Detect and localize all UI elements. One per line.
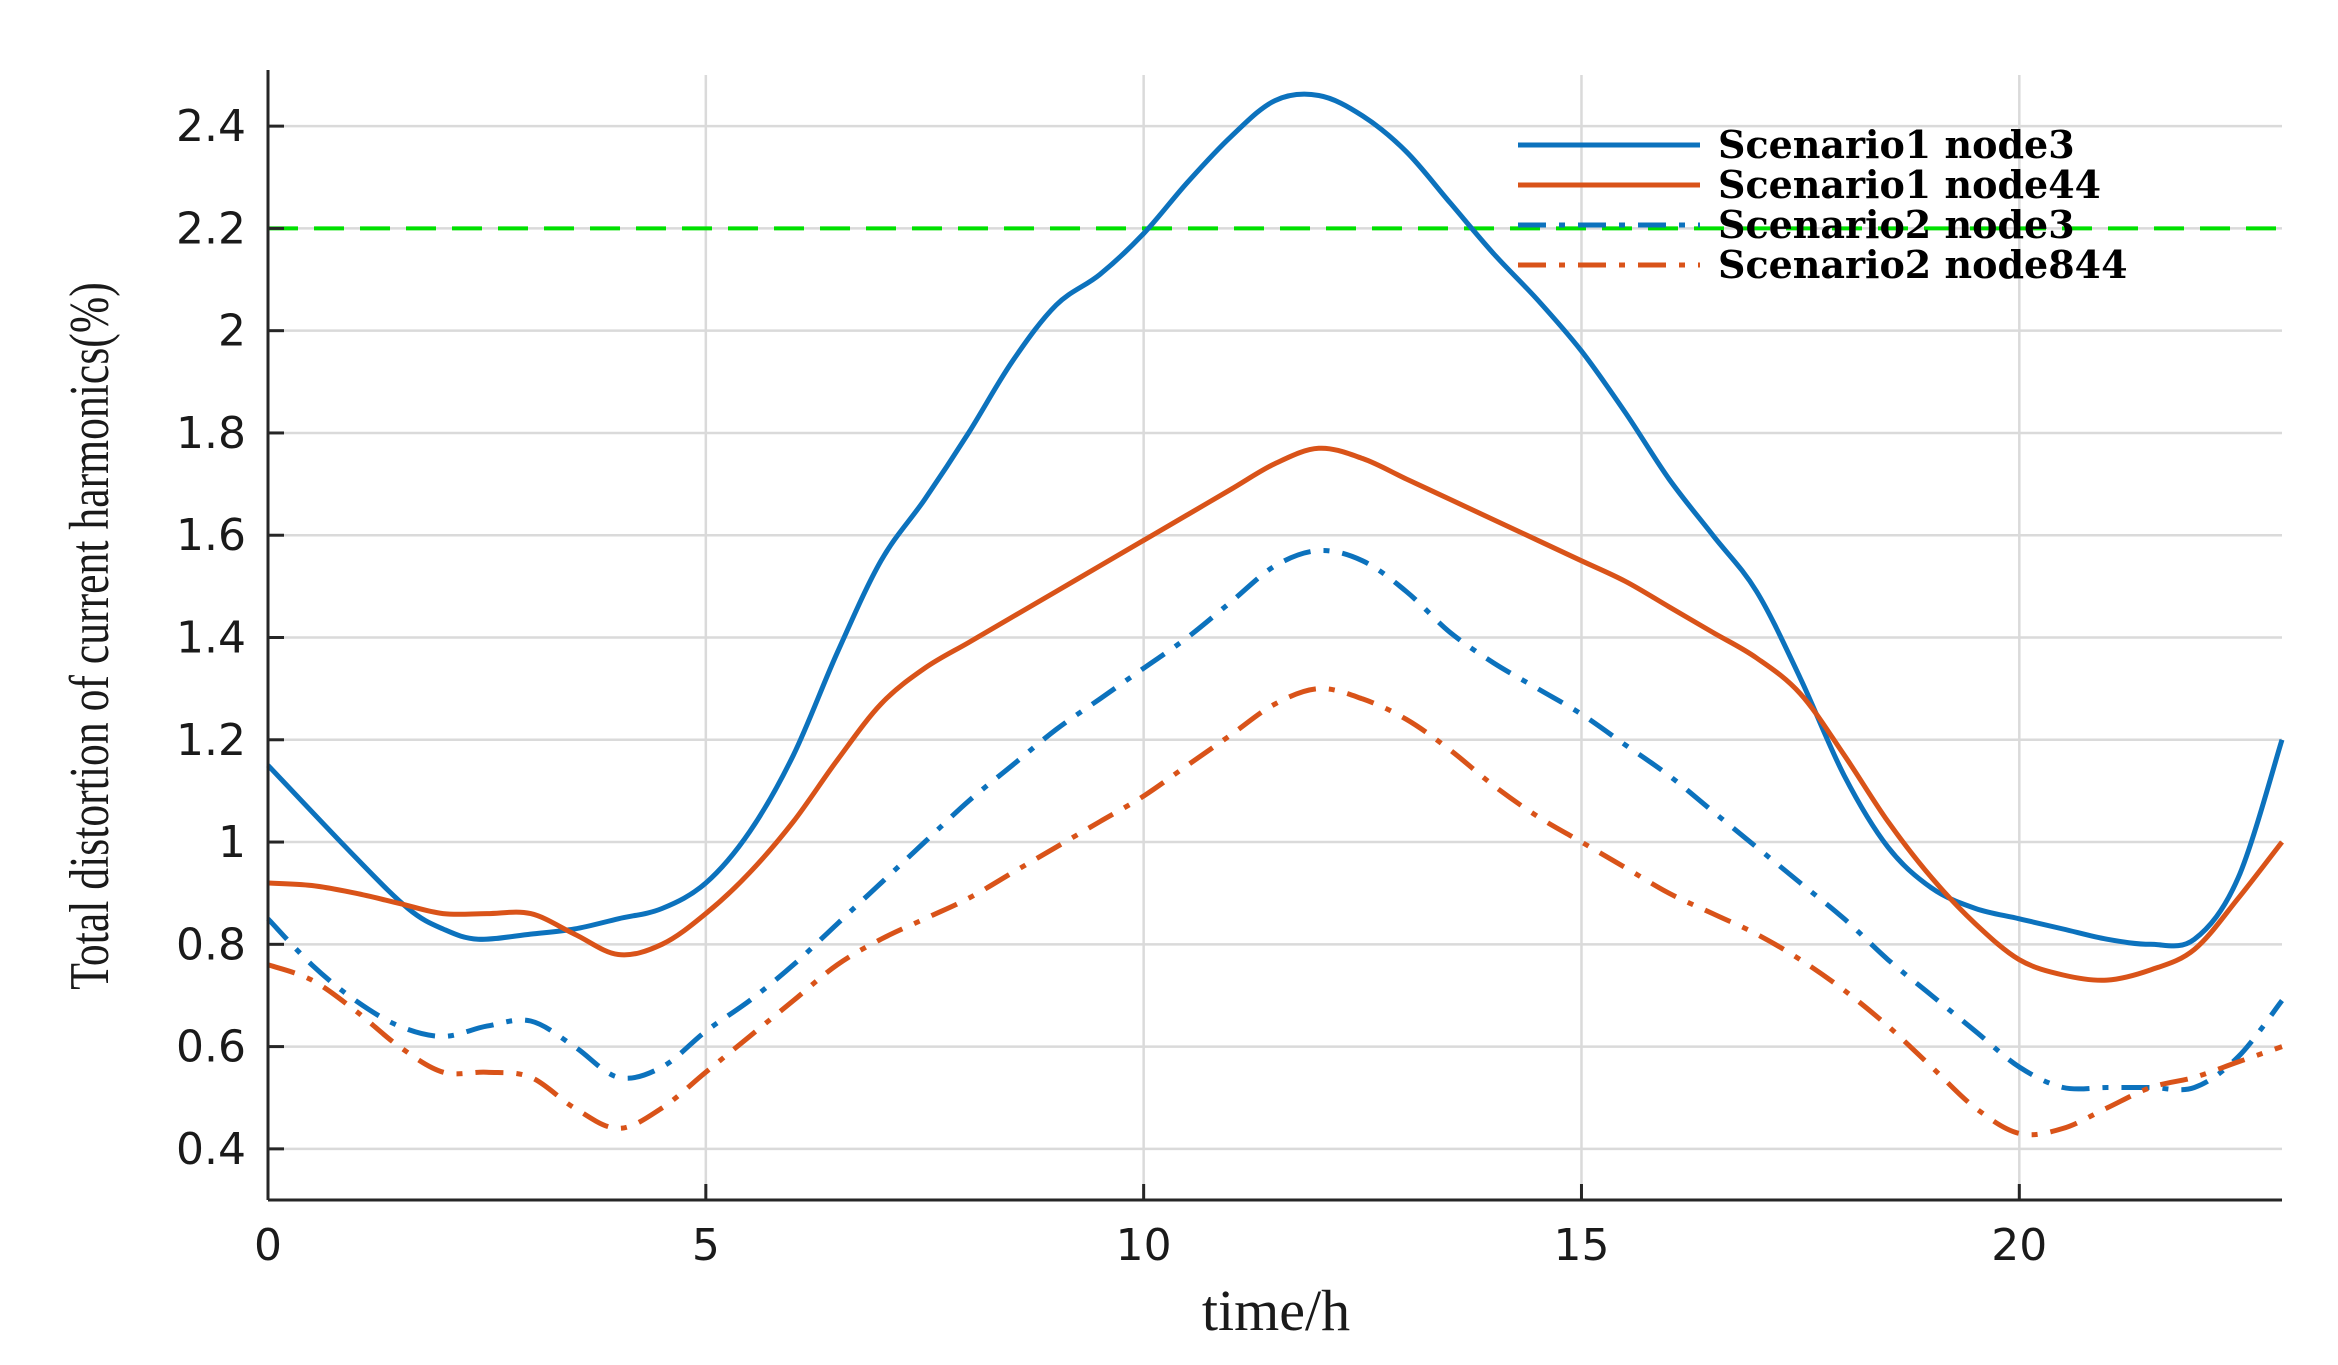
y-tick-label-8: 2 [218,306,246,357]
legend-label-3: Scenario2 node844 [1718,242,2128,287]
y-axis-title: Total distortion of current harmonics(%) [58,282,120,990]
y-tick-label-9: 2.2 [176,203,246,254]
legend-label-0: Scenario1 node3 [1718,122,2075,167]
y-tick-label-2: 0.8 [176,919,246,970]
series-line-scenario1-node44 [267,445,2284,983]
series-lines [266,91,2285,1138]
grid-lines [266,75,2282,1200]
legend-label-1: Scenario1 node44 [1718,162,2101,207]
y-tick-label-4: 1.2 [176,715,246,766]
y-tick-label-3: 1 [218,817,246,868]
x-tick-label-2: 10 [1116,1220,1172,1271]
x-axis-title: time/h [1202,1278,1350,1343]
legend-label-2: Scenario2 node3 [1718,202,2075,247]
x-tick-label-3: 15 [1553,1220,1609,1271]
x-tick-label-0: 0 [254,1220,282,1271]
y-tick-label-5: 1.4 [176,613,246,664]
series-line-scenario2-node844 [267,686,2283,1138]
y-tick-label-10: 2.4 [176,101,246,152]
y-tick-label-1: 0.6 [176,1022,246,1073]
y-tick-label-6: 1.6 [176,510,246,561]
y-tick-label-7: 1.8 [176,408,246,459]
y-tick-label-0: 0.4 [176,1124,246,1175]
x-tick-label-4: 20 [1991,1220,2047,1271]
tick-labels: 0 5 10 15 20 0.4 0.6 0.8 1 1.2 1.4 1.6 1.8 2 2.2 2.4 [176,101,2047,1271]
series-line-scenario2-node3 [266,548,2284,1093]
x-tick-label-1: 5 [692,1220,720,1271]
axes [266,70,2282,1202]
